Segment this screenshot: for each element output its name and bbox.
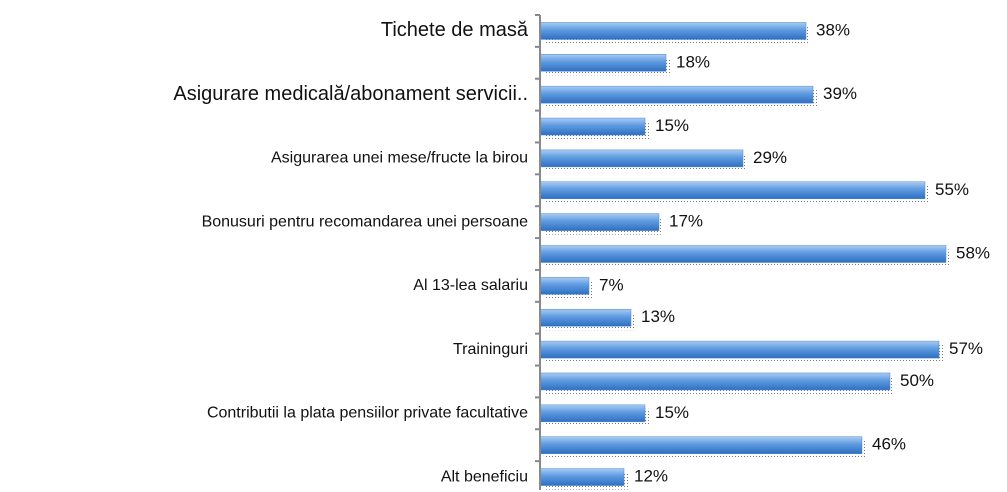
value-label: 15% xyxy=(655,116,689,135)
value-label: 50% xyxy=(900,371,934,390)
bar xyxy=(539,308,632,327)
bar xyxy=(539,277,590,295)
value-label: 38% xyxy=(816,20,850,39)
bar xyxy=(539,436,863,454)
bar xyxy=(539,213,660,231)
value-label: 17% xyxy=(669,212,703,231)
bar xyxy=(539,468,625,486)
y-tick-label: Al 13-lea salariu xyxy=(413,277,528,294)
y-tick-label: Asigurarea unei mese/fructe la birou xyxy=(271,150,528,167)
value-label: 12% xyxy=(634,467,668,486)
y-tick-label: Asigurare medicală/abonament servicii.. xyxy=(173,83,528,105)
y-tick-label: Alt beneficiu xyxy=(441,468,528,485)
value-label: 46% xyxy=(872,435,906,454)
bar xyxy=(539,181,926,200)
value-label: 58% xyxy=(956,243,990,262)
bar xyxy=(539,117,646,136)
value-label: 13% xyxy=(641,307,675,326)
value-label: 18% xyxy=(676,52,710,71)
value-label: 7% xyxy=(599,275,624,294)
y-tick-label: Tichete de masă xyxy=(381,19,529,41)
y-tick-label: Contributii la plata pensiilor private f… xyxy=(207,405,528,422)
bar xyxy=(539,85,814,104)
bar xyxy=(539,22,807,40)
value-label: 29% xyxy=(753,148,787,167)
bar xyxy=(539,404,646,423)
bar xyxy=(539,372,891,391)
bar xyxy=(539,54,667,72)
value-label: 57% xyxy=(949,339,983,358)
value-label: 39% xyxy=(823,84,857,103)
value-label: 15% xyxy=(655,403,689,422)
bar xyxy=(539,245,947,263)
bar xyxy=(539,340,940,359)
value-label: 55% xyxy=(935,180,969,199)
y-tick-label: Bonusuri pentru recomandarea unei persoa… xyxy=(202,213,529,230)
bar xyxy=(539,149,744,168)
y-tick-label: Traininguri xyxy=(453,341,528,358)
